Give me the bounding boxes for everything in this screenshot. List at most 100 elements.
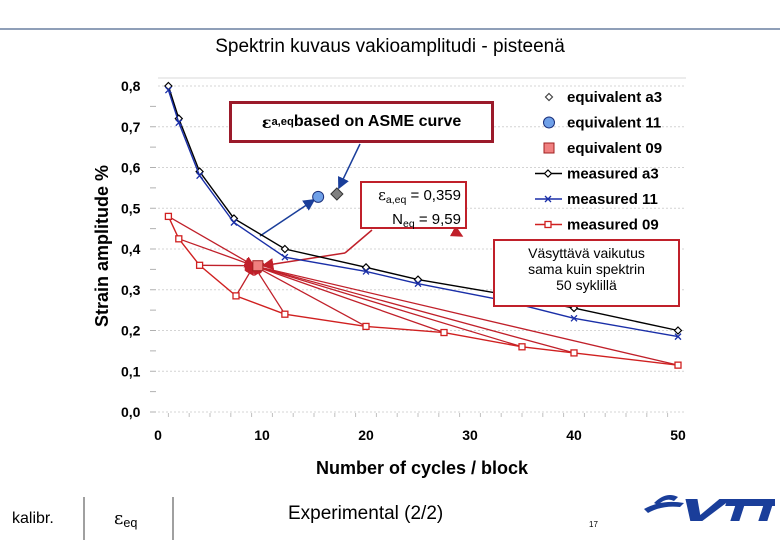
point-marker — [414, 280, 422, 288]
page-number: 17 — [589, 520, 598, 529]
legend-label: equivalent 09 — [567, 140, 662, 157]
point-marker — [543, 169, 553, 178]
point-marker — [281, 310, 289, 318]
point-marker — [674, 333, 682, 341]
point-marker — [252, 260, 264, 272]
y-axis-label: Strain amplitude % — [92, 165, 112, 327]
y-tick-label: 0,2 — [121, 323, 141, 339]
spectrum-arrow — [252, 263, 445, 334]
spectrum-arrow — [252, 262, 679, 366]
data-point — [281, 253, 289, 261]
x-tick-label: 50 — [670, 427, 686, 443]
point-marker — [674, 361, 682, 369]
data-point — [362, 322, 370, 331]
point-marker — [280, 244, 290, 254]
point-marker — [312, 190, 325, 203]
data-point — [164, 86, 172, 94]
spectrum-arrow — [252, 263, 523, 348]
slide-title: Spektrin kuvaus vakioamplitudi - pisteen… — [215, 36, 565, 57]
data-point — [440, 328, 448, 337]
spectrum-arrow — [235, 264, 255, 297]
x-tick-label: 20 — [358, 427, 374, 443]
data-point — [195, 261, 204, 269]
legend-marker — [544, 92, 554, 102]
data-point — [252, 260, 264, 272]
point-marker — [362, 322, 370, 331]
data-point — [230, 219, 238, 226]
annotation-arrows — [168, 143, 679, 366]
point-marker — [164, 212, 173, 221]
legend-entry: equivalent 11 — [543, 115, 661, 132]
chart-axes: 0,0 0,1 0,2 0,3 0,4 0,5 0,6 0,7 0,8 0 10 20 30 40 50 — [121, 78, 686, 443]
series-equivalent-11 — [312, 190, 325, 203]
x-tick-label: 10 — [254, 427, 270, 443]
y-tick-label: 0,8 — [121, 78, 141, 94]
point-marker — [440, 328, 448, 337]
y-tick-label: 0,3 — [121, 282, 141, 298]
point-marker — [544, 195, 552, 203]
footer-link-epsilon-eq[interactable]: εeq — [114, 508, 137, 530]
legend-label: measured a3 — [567, 166, 659, 183]
point-marker — [195, 261, 204, 269]
data-point — [674, 333, 682, 341]
spectrum-arrow — [178, 238, 256, 268]
spectrum-arrow — [252, 263, 575, 354]
data-point — [175, 119, 183, 127]
asme-annotation: ε a,eq based on ASME curve — [229, 101, 494, 143]
n-symbol: N — [392, 211, 404, 228]
point-marker — [570, 349, 578, 357]
footer-separator — [83, 497, 85, 540]
point-marker — [362, 267, 370, 275]
legend-entry: measured 09 — [535, 217, 659, 234]
legend-entry: measured 11 — [535, 191, 658, 208]
y-tick-label: 0,5 — [121, 200, 141, 216]
fatigue-effect-annotation: Väsyttävä vaikutus sama kuin spektrin 50… — [493, 239, 680, 307]
annotation-line-2: sama kuin spektrin — [528, 261, 645, 277]
spectrum-arrow — [168, 215, 255, 267]
eq-subscript-2: eq — [403, 218, 415, 230]
point-marker — [543, 142, 555, 154]
point-marker — [232, 292, 240, 300]
data-point — [414, 280, 422, 288]
data-point — [570, 349, 578, 357]
legend-label: measured 11 — [567, 191, 658, 208]
vtt-logo-icon — [644, 495, 775, 521]
point-marker — [230, 219, 238, 226]
point-marker — [544, 92, 554, 102]
annotation-line-3: 50 syklillä — [556, 277, 617, 293]
legend-label: measured 09 — [567, 217, 659, 234]
point-marker — [281, 253, 289, 261]
data-point — [196, 172, 204, 180]
series-measured-11 — [164, 86, 682, 341]
chart-grid — [158, 77, 686, 413]
legend-marker — [544, 195, 552, 203]
legend-label: equivalent a3 — [567, 89, 662, 106]
legend-label: equivalent 11 — [567, 115, 661, 132]
eq-arrow — [344, 229, 373, 254]
legend-entry: equivalent a3 — [544, 89, 662, 106]
spectrum-arrow — [252, 265, 367, 327]
legend-marker — [544, 220, 552, 229]
x-tick-label: 40 — [566, 427, 582, 443]
data-point — [164, 212, 173, 221]
asme-arrow — [259, 199, 316, 237]
data-point — [280, 244, 290, 254]
legend-entry: measured a3 — [535, 166, 659, 183]
point-marker — [196, 172, 204, 180]
asme-text: based on ASME curve — [293, 113, 462, 130]
point-marker — [164, 86, 172, 94]
data-point — [175, 235, 183, 243]
data-point — [312, 190, 325, 203]
point-marker — [175, 235, 183, 243]
y-tick-label: 0,0 — [121, 404, 141, 420]
footer-link-kalibr[interactable]: kalibr. — [12, 510, 54, 527]
y-tick-label: 0,7 — [121, 119, 141, 135]
point-marker — [673, 326, 683, 335]
annotation-line-1: Väsyttävä vaikutus — [528, 245, 645, 261]
point-marker — [570, 314, 578, 322]
data-point — [570, 314, 578, 322]
eq-subscript-1: a,eq — [385, 194, 407, 206]
asme-arrow — [338, 143, 361, 190]
data-point — [281, 310, 289, 318]
